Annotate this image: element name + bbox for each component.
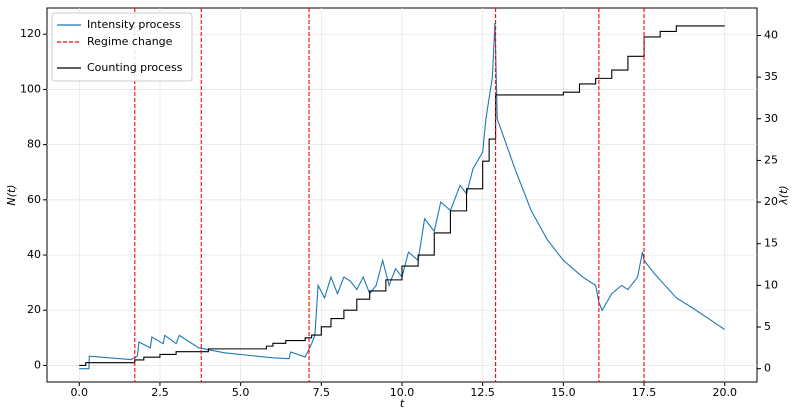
x-tick-label: 20.0 bbox=[712, 386, 737, 399]
y2-tick-label: 5 bbox=[764, 320, 771, 333]
y2-tick-label: 25 bbox=[764, 153, 778, 166]
y-tick-label: 0 bbox=[34, 358, 41, 371]
y2-axis-label: λ(t) bbox=[777, 185, 790, 205]
y2-tick-label: 30 bbox=[764, 112, 778, 125]
legend-label: Counting process bbox=[87, 61, 183, 74]
x-tick-label: 12.5 bbox=[470, 386, 495, 399]
grid bbox=[47, 8, 757, 382]
x-tick-label: 0.0 bbox=[71, 386, 89, 399]
y-tick-label: 60 bbox=[27, 193, 41, 206]
x-tick-label: 17.5 bbox=[632, 386, 657, 399]
y-tick-label: 80 bbox=[27, 138, 41, 151]
y2-tick-label: 35 bbox=[764, 70, 778, 83]
y2-tick-label: 20 bbox=[764, 195, 778, 208]
y-tick-label: 20 bbox=[27, 303, 41, 316]
legend-label: Regime change bbox=[87, 35, 173, 48]
y2-tick-label: 0 bbox=[764, 362, 771, 375]
series-line bbox=[79, 25, 725, 366]
legend: Intensity process Regime change Counting p… bbox=[51, 12, 193, 82]
y2-tick-label: 10 bbox=[764, 278, 778, 291]
x-tick-label: 15.0 bbox=[551, 386, 576, 399]
y2-tick-label: 40 bbox=[764, 28, 778, 41]
x-tick-label: 2.5 bbox=[151, 386, 169, 399]
legend-box bbox=[51, 12, 193, 82]
y2-tick-label: 15 bbox=[764, 237, 778, 250]
x-axis-label: t bbox=[400, 397, 405, 410]
legend-label: Intensity process bbox=[87, 18, 181, 31]
y-tick-label: 40 bbox=[27, 248, 41, 261]
x-tick-label: 10.0 bbox=[390, 386, 415, 399]
y-tick-label: 100 bbox=[20, 82, 41, 95]
y-tick-label: 120 bbox=[20, 27, 41, 40]
x-tick-label: 5.0 bbox=[232, 386, 250, 399]
y-axis-label: N(t) bbox=[5, 184, 18, 205]
x-tick-label: 7.5 bbox=[313, 386, 331, 399]
